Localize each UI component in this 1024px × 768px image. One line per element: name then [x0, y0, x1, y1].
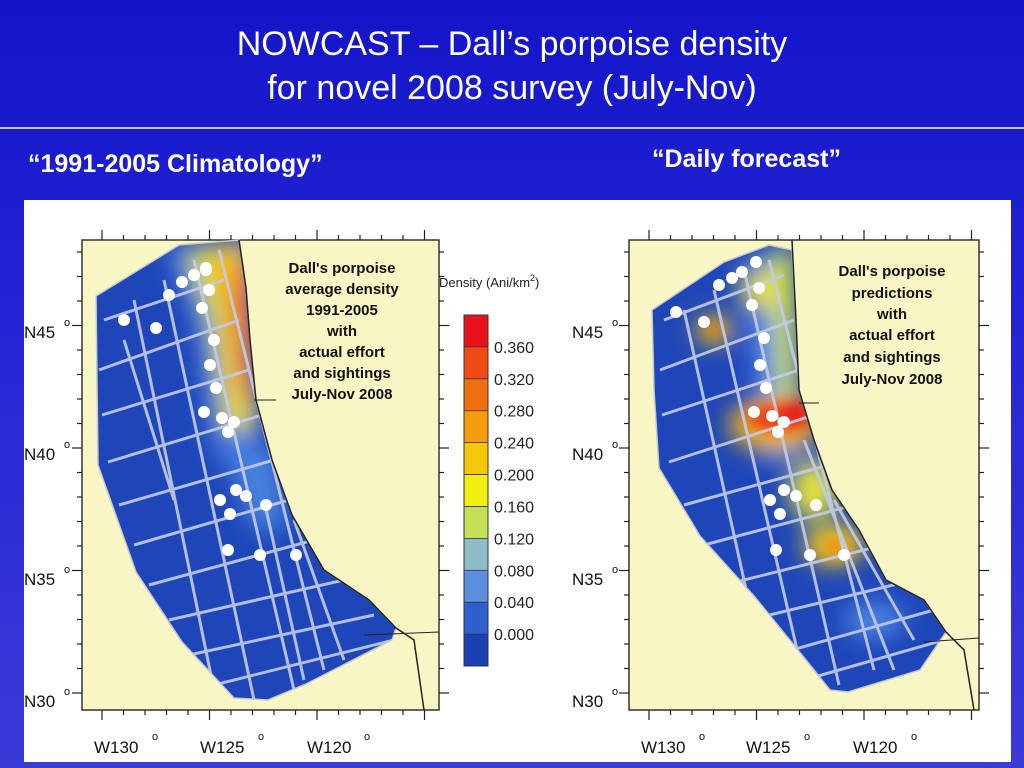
right-heading: “Daily forecast”	[652, 145, 841, 173]
title-divider	[0, 127, 1024, 129]
right-coastline	[791, 239, 975, 711]
left-lat-label-4: N30	[24, 692, 55, 711]
left-lat-label-2: N40	[24, 445, 55, 464]
right-lon-label-1: W130	[641, 738, 685, 757]
left-lon-label-2: W125	[200, 738, 244, 757]
right-annot-4: actual effort	[849, 327, 935, 344]
right-map: Dall's porpoise predictions with actual …	[572, 230, 989, 757]
left-heading: “1991-2005 Climatology”	[28, 150, 323, 178]
colorbar-swatch	[464, 346, 488, 380]
right-lat-deg-4: o	[612, 686, 618, 698]
figure-svg: Dall's porpoise average density 1991-200…	[24, 230, 989, 757]
colorbar-swatch	[464, 634, 488, 667]
right-annot-1: Dall's porpoise	[839, 263, 946, 280]
right-lon-label-3: W120	[853, 738, 897, 757]
right-lat-label-1: N45	[572, 323, 603, 342]
left-map: Dall's porpoise average density 1991-200…	[24, 230, 449, 757]
left-lat-deg-3: o	[64, 564, 70, 576]
left-coastline	[238, 239, 425, 711]
colorbar-tick-label: 0.040	[494, 595, 534, 612]
right-lon-deg-1: o	[699, 731, 705, 743]
left-lat-deg-2: o	[64, 439, 70, 451]
colorbar-tick-label: 0.280	[494, 404, 534, 421]
left-lat-label-3: N35	[24, 570, 55, 589]
left-lon-deg-3: o	[364, 731, 370, 743]
colorbar-swatch	[464, 602, 488, 635]
right-lon-label-2: W125	[746, 738, 790, 757]
colorbar-swatch	[464, 474, 488, 507]
right-lon-deg-2: o	[804, 731, 810, 743]
title-line-2: for novel 2008 survey (July-Nov)	[267, 69, 757, 107]
right-lat-label-3: N35	[572, 570, 603, 589]
right-annot-5: and sightings	[843, 349, 941, 366]
right-lat-deg-1: o	[612, 317, 618, 329]
left-lat-deg-4: o	[64, 686, 70, 698]
colorbar-tick-label: 0.000	[494, 627, 534, 644]
colorbar-swatch	[464, 506, 488, 539]
colorbar-tick-label: 0.240	[494, 436, 534, 453]
left-annot-6: and sightings	[293, 365, 391, 382]
colorbar-swatch	[464, 378, 488, 412]
left-annot-1: Dall's porpoise	[289, 260, 396, 277]
colorbar-title: Density (Ani/km2)	[439, 273, 539, 290]
left-lat-label-1: N45	[24, 323, 55, 342]
left-lon-label-1: W130	[94, 738, 138, 757]
colorbar: Density (Ani/km2) 0.360 0.320 0.280 0.240 0.…	[439, 273, 539, 667]
colorbar-swatch	[464, 442, 488, 476]
colorbar-tick-label: 0.160	[494, 499, 534, 516]
right-lat-deg-3: o	[612, 564, 618, 576]
right-annot-2: predictions	[852, 285, 933, 302]
figure-panel: Dall's porpoise average density 1991-200…	[24, 200, 1011, 762]
right-lon-deg-3: o	[911, 731, 917, 743]
right-lat-label-4: N30	[572, 692, 603, 711]
colorbar-swatch	[464, 315, 488, 348]
left-annot-5: actual effort	[299, 344, 385, 361]
colorbar-swatch	[464, 538, 488, 571]
left-annot-3: 1991-2005	[306, 302, 378, 319]
colorbar-swatch	[464, 410, 488, 444]
colorbar-tick-label: 0.200	[494, 468, 534, 485]
left-lat-deg-1: o	[64, 317, 70, 329]
colorbar-tick-label: 0.320	[494, 372, 534, 389]
left-lon-label-3: W120	[307, 738, 351, 757]
colorbar-tick-label: 0.080	[494, 563, 534, 580]
left-annot-2: average density	[285, 281, 399, 298]
right-annot-6: July-Nov 2008	[842, 371, 943, 388]
slide-title: NOWCAST – Dall’s porpoise density for no…	[0, 22, 1024, 110]
left-annot-7: July-Nov 2008	[292, 386, 393, 403]
title-line-1: NOWCAST – Dall’s porpoise density	[236, 25, 788, 63]
colorbar-swatch	[464, 570, 488, 603]
colorbar-tick-label: 0.120	[494, 531, 534, 548]
left-annot-4: with	[326, 323, 357, 340]
right-lat-label-2: N40	[572, 445, 603, 464]
right-lat-deg-2: o	[612, 439, 618, 451]
left-lon-deg-1: o	[152, 731, 158, 743]
right-annot-3: with	[876, 306, 907, 323]
left-lon-deg-2: o	[258, 731, 264, 743]
colorbar-tick-label: 0.360	[494, 340, 534, 357]
